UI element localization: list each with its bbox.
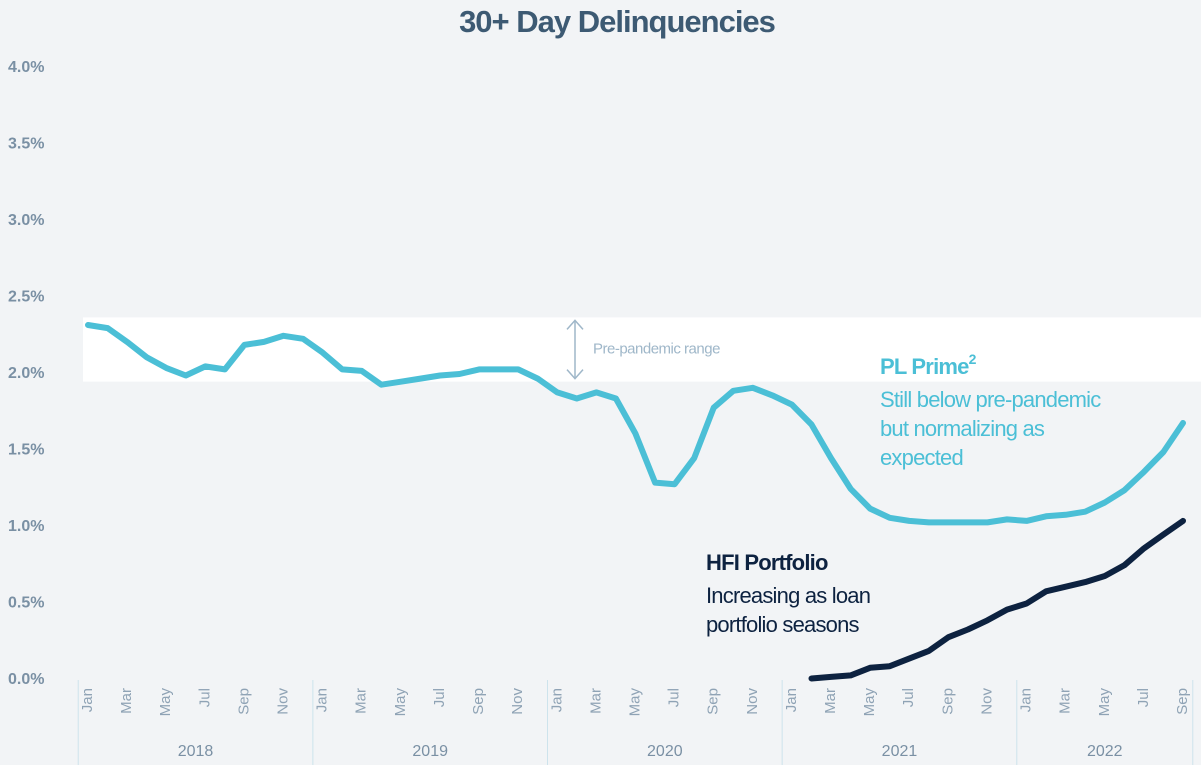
- series-name: HFI Portfolio: [706, 550, 828, 575]
- series-description: but normalizing as: [880, 416, 1045, 441]
- x-tick-label: May: [1096, 688, 1113, 717]
- series-description: Still below pre-pandemic: [880, 387, 1101, 412]
- series-line: [85, 322, 1186, 526]
- y-tick-label: 2.5%: [8, 289, 44, 306]
- x-tick-label: Jul: [1135, 688, 1152, 707]
- x-tick-label: Jul: [900, 688, 917, 707]
- x-tick-label: Jan: [79, 688, 96, 712]
- x-tick-label: May: [392, 688, 409, 717]
- year-label: 2022: [1087, 743, 1123, 760]
- x-tick-label: Sep: [939, 688, 956, 715]
- series-label: HFI Portfolio: [706, 550, 828, 575]
- y-tick-label: 2.0%: [8, 365, 44, 382]
- year-label: 2020: [647, 743, 683, 760]
- x-tick-label: Jul: [666, 688, 683, 707]
- y-tick-label: 0.5%: [8, 595, 44, 612]
- y-tick-label: 3.0%: [8, 212, 44, 229]
- range-label: Pre-pandemic range: [593, 340, 720, 357]
- year-label: 2018: [178, 743, 214, 760]
- x-tick-label: Jan: [783, 688, 800, 712]
- series-line: [808, 517, 1186, 682]
- x-tick-label: Jan: [548, 688, 565, 712]
- x-tick-label: Mar: [822, 688, 839, 714]
- x-tick-label: Jul: [431, 688, 448, 707]
- x-tick-label: Jan: [1018, 688, 1035, 712]
- x-tick-label: Sep: [1174, 688, 1191, 715]
- x-tick-label: Nov: [744, 688, 761, 715]
- x-tick-label: Sep: [235, 688, 252, 715]
- x-tick-label: Mar: [118, 688, 135, 714]
- y-tick-label: 1.5%: [8, 442, 44, 459]
- x-tick-label: Jul: [196, 688, 213, 707]
- series-name-sup: 2: [969, 351, 977, 367]
- y-tick-label: 0.0%: [8, 671, 44, 688]
- chart-title: 30+ Day Delinquencies: [459, 4, 775, 39]
- x-tick-label: Mar: [353, 688, 370, 714]
- x-tick-label: May: [861, 688, 878, 717]
- series-description: portfolio seasons: [706, 612, 860, 637]
- series-description: Increasing as loan: [706, 583, 870, 608]
- x-tick-label: Nov: [978, 688, 995, 715]
- x-tick-label: Mar: [587, 688, 604, 714]
- series-description: expected: [880, 445, 963, 470]
- y-tick-label: 1.0%: [8, 518, 44, 535]
- x-tick-label: Sep: [470, 688, 487, 715]
- series-label: PL Prime2: [880, 351, 977, 379]
- range-band: [83, 317, 1201, 382]
- x-tick-label: May: [157, 688, 174, 717]
- year-label: 2021: [882, 743, 918, 760]
- series-name: PL Prime: [880, 354, 969, 379]
- year-label: 2019: [412, 743, 448, 760]
- y-tick-label: 4.0%: [8, 59, 44, 76]
- x-tick-label: May: [626, 688, 643, 717]
- x-tick-label: Nov: [275, 688, 292, 715]
- x-tick-label: Nov: [509, 688, 526, 715]
- x-tick-label: Jan: [314, 688, 331, 712]
- x-tick-label: Mar: [1057, 688, 1074, 714]
- range-arrow-head: [566, 319, 584, 380]
- x-tick-label: Sep: [705, 688, 722, 715]
- y-tick-label: 3.5%: [8, 136, 44, 153]
